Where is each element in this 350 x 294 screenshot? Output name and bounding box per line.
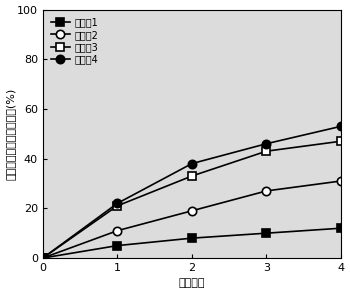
X-axis label: 淤洗次数: 淤洗次数 [178,278,205,288]
实验组1 [190,236,194,240]
实验组4 [339,125,343,128]
实验组2 [264,189,268,193]
实验组3 [41,256,45,260]
Line: 实验组4: 实验组4 [38,122,345,262]
实验组1 [115,244,119,247]
Legend: 实验组1, 实验组2, 实验组3, 实验组4: 实验组1, 实验组2, 实验组3, 实验组4 [47,14,103,69]
实验组4 [115,202,119,205]
Line: 实验组1: 实验组1 [38,224,345,262]
实验组3 [339,139,343,143]
实验组4 [41,256,45,260]
实验组3 [115,204,119,208]
实验组3 [264,149,268,153]
实验组1 [339,226,343,230]
实验组4 [190,162,194,165]
实验组3 [190,174,194,178]
实验组2 [339,179,343,183]
实验组2 [41,256,45,260]
Line: 实验组2: 实验组2 [38,177,345,262]
实验组1 [41,256,45,260]
Line: 实验组3: 实验组3 [38,137,345,262]
Y-axis label: 污染土壤中重金属去除率(%): 污染土壤中重金属去除率(%) [6,88,15,180]
实验组2 [190,209,194,213]
实验组1 [264,231,268,235]
实验组2 [115,229,119,233]
实验组4 [264,142,268,146]
